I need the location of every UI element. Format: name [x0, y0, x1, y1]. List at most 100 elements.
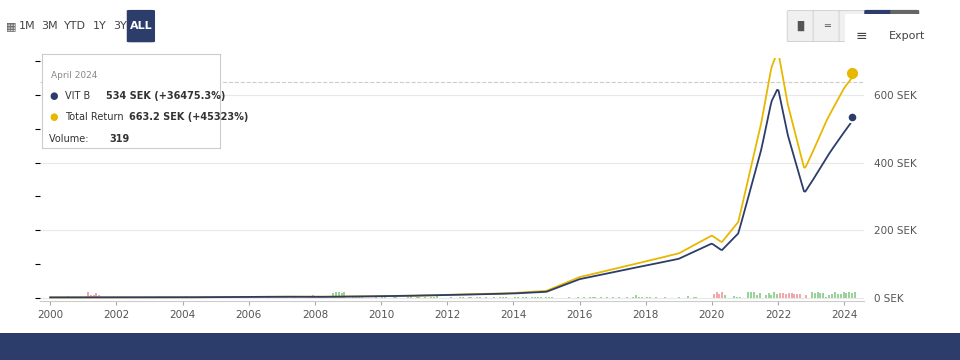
Bar	[49, 297, 51, 298]
Bar	[846, 293, 848, 298]
Bar	[476, 297, 478, 298]
Bar	[430, 297, 432, 298]
Bar	[814, 293, 816, 298]
Bar	[600, 297, 602, 298]
Bar	[361, 297, 363, 298]
Bar	[396, 297, 397, 298]
Bar	[828, 295, 830, 298]
Bar	[112, 297, 114, 298]
Text: 3M: 3M	[41, 21, 58, 31]
Bar	[109, 297, 111, 298]
Bar	[185, 296, 187, 298]
Text: VIT B: VIT B	[65, 91, 94, 102]
Bar	[355, 297, 357, 298]
Bar	[852, 293, 853, 298]
Bar	[764, 295, 767, 298]
Bar	[197, 297, 199, 298]
Bar	[338, 292, 340, 298]
Bar	[732, 296, 735, 298]
Bar	[750, 292, 753, 298]
Bar	[606, 297, 608, 298]
Bar	[525, 297, 527, 298]
Text: ▦: ▦	[7, 21, 17, 31]
Bar	[332, 293, 334, 298]
Text: YTD: YTD	[64, 21, 86, 31]
Bar	[286, 297, 288, 298]
Bar	[283, 297, 285, 298]
Bar	[649, 297, 651, 298]
Bar	[292, 297, 294, 298]
Bar	[493, 297, 495, 298]
Bar	[612, 297, 613, 298]
Bar	[548, 297, 550, 298]
Bar	[823, 293, 825, 298]
Bar	[459, 297, 461, 298]
Bar	[777, 294, 779, 298]
Bar	[309, 297, 311, 298]
Bar	[66, 296, 68, 298]
Text: 319: 319	[109, 135, 130, 144]
Bar	[269, 297, 271, 298]
Bar	[537, 297, 539, 298]
Bar	[854, 292, 856, 298]
Bar	[101, 297, 103, 298]
Text: 1Y: 1Y	[93, 21, 107, 31]
Bar	[516, 297, 518, 298]
Bar	[249, 297, 251, 298]
Bar	[797, 294, 799, 298]
Bar	[577, 297, 579, 298]
Bar	[257, 297, 259, 298]
Bar	[384, 297, 386, 298]
Bar	[640, 297, 642, 298]
Bar	[335, 292, 337, 298]
Bar	[774, 292, 776, 298]
Bar	[407, 297, 409, 298]
Bar	[234, 297, 236, 298]
Bar	[436, 296, 438, 298]
Text: Export: Export	[889, 31, 925, 41]
Bar	[404, 297, 406, 298]
Bar	[663, 297, 665, 298]
Bar	[450, 297, 452, 298]
Bar	[462, 297, 464, 298]
Bar	[158, 296, 161, 298]
Bar	[849, 292, 851, 298]
Bar	[220, 297, 222, 298]
Bar	[617, 297, 619, 298]
FancyBboxPatch shape	[839, 10, 867, 42]
Bar	[277, 297, 279, 298]
Text: ↗: ↗	[875, 21, 883, 31]
Text: April 2024: April 2024	[51, 71, 98, 80]
Bar	[826, 297, 828, 298]
Bar	[60, 297, 62, 298]
Bar	[591, 297, 593, 298]
Bar	[118, 297, 121, 298]
Bar	[89, 295, 91, 298]
Bar	[223, 297, 225, 298]
Bar	[266, 297, 268, 298]
Text: ALL: ALL	[130, 21, 153, 31]
Bar	[800, 294, 802, 298]
Bar	[767, 293, 770, 298]
Bar	[551, 297, 553, 298]
Bar	[540, 297, 541, 298]
Bar	[240, 297, 242, 298]
Bar	[104, 297, 106, 298]
Bar	[107, 297, 108, 298]
Bar	[295, 297, 297, 298]
Text: 534 SEK (+36475.3%): 534 SEK (+36475.3%)	[107, 91, 226, 102]
Bar	[782, 293, 784, 298]
Bar	[344, 292, 346, 298]
Bar	[341, 293, 343, 298]
Bar	[531, 297, 533, 298]
Bar	[115, 297, 118, 298]
Bar	[718, 294, 721, 298]
Bar	[780, 293, 781, 298]
Bar	[788, 293, 790, 298]
Bar	[98, 295, 100, 298]
Bar	[200, 297, 202, 298]
Bar	[502, 297, 504, 298]
Bar	[410, 296, 412, 298]
Text: ▐▌: ▐▌	[794, 21, 808, 31]
Bar	[58, 297, 60, 298]
